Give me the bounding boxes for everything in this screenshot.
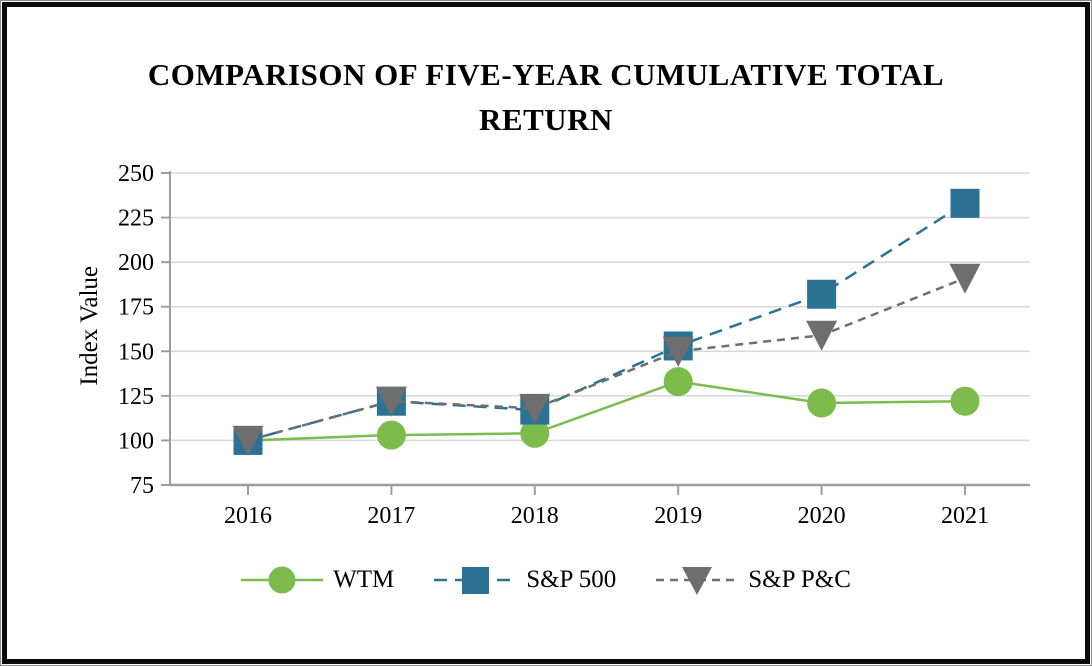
legend-marker-wtm-icon: [268, 566, 296, 594]
x-tick-label-2020: 2020: [798, 503, 846, 529]
marker-wtm-2018: [520, 418, 550, 448]
y-tick-label-250: 250: [118, 161, 154, 187]
x-tick-label-2019: 2019: [654, 503, 702, 529]
x-tick-label-2017: 2017: [367, 503, 415, 529]
series-line-s-p-p-c: [247, 277, 966, 442]
legend-item-s-p-p-c: S&P P&C: [656, 563, 851, 597]
x-tick-label-2016: 2016: [224, 503, 272, 529]
legend-marker-s-p-500-icon: [462, 567, 490, 594]
legend-marker-s-p-p-c-icon: [682, 567, 713, 595]
legend-label-s-p-p-c: S&P P&C: [748, 566, 851, 593]
x-tick-label-2018: 2018: [511, 503, 559, 529]
marker-s-p-p-c-2016: [232, 425, 264, 456]
marker-s-p-p-c-2017: [375, 386, 407, 417]
legend-sample-s-p-500: [434, 567, 517, 594]
y-tick-label-75: 75: [130, 473, 154, 499]
legend-label-wtm: WTM: [333, 566, 395, 593]
y-tick-label-150: 150: [118, 339, 154, 365]
marker-s-p-p-c-2018: [519, 393, 551, 424]
marker-s-p-p-c-2020: [806, 320, 838, 351]
legend-item-s-p-500: S&P 500: [434, 563, 616, 597]
series-line-wtm: [247, 380, 966, 442]
marker-wtm-2017: [376, 420, 406, 450]
marker-wtm-2020: [807, 388, 837, 418]
y-tick-label-175: 175: [118, 295, 154, 321]
marker-s-p-p-c-2021: [949, 263, 981, 294]
legend-item-wtm: WTM: [241, 563, 394, 597]
y-tick-label-100: 100: [118, 428, 154, 454]
marker-s-p-500-2020: [807, 279, 837, 309]
legend-sample-wtm: [241, 566, 324, 594]
legend-sample-s-p-p-c: [656, 567, 739, 595]
marker-wtm-2019: [663, 367, 693, 397]
marker-s-p-500-2021: [950, 188, 980, 218]
y-tick-label-225: 225: [118, 206, 154, 232]
legend-label-s-p-500: S&P 500: [526, 566, 617, 593]
series-line-s-p-500: [247, 202, 966, 442]
marker-s-p-p-c-2019: [662, 336, 694, 367]
marker-wtm-2021: [950, 386, 980, 416]
x-tick-label-2021: 2021: [941, 503, 989, 529]
chart-title: COMPARISON OF FIVE-YEAR CUMULATIVE TOTAL…: [147, 57, 945, 137]
y-tick-label-125: 125: [118, 384, 154, 410]
y-tick-label-200: 200: [118, 250, 154, 276]
chart-legend: WTM S&P 500 S&P P&C: [0, 558, 1092, 602]
